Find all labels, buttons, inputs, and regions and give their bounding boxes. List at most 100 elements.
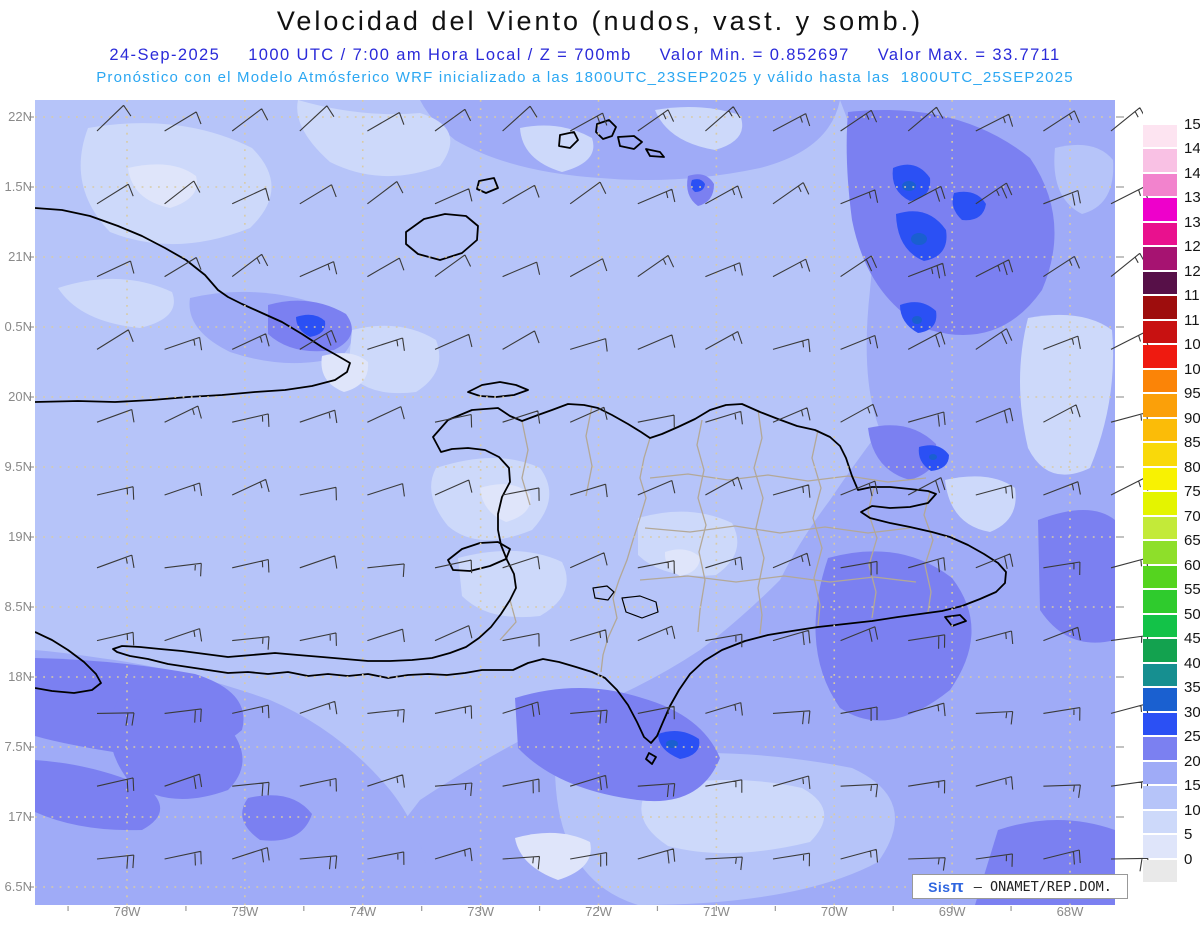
colorbar-label: 120 [1184, 262, 1200, 280]
colorbar-cell [1143, 418, 1177, 441]
forecast-valid-line: 24-Sep-2025 1000 UTC / 7:00 am Hora Local… [0, 46, 1170, 65]
colorbar-cell [1143, 737, 1177, 760]
lat-tick-label: 9.5N [4, 459, 32, 474]
lon-tick-label: 68W [1056, 904, 1084, 919]
lat-tick-label: 0.5N [4, 319, 32, 334]
lake-saumatre [592, 585, 615, 601]
colorbar-cell [1143, 173, 1177, 196]
colorbar-label: 115 [1184, 287, 1200, 304]
lat-tick-label: 7.5N [4, 739, 32, 754]
colorbar-cell [1143, 296, 1177, 319]
valid-date: 24-Sep-2025 [109, 46, 221, 64]
lon-tick-label: 73W [467, 904, 494, 919]
colorbar-label: 10 [1184, 801, 1200, 819]
fill-band-25-30 [296, 164, 986, 759]
colorbar-label: 80 [1184, 458, 1200, 476]
colorbar-label: 40 [1184, 654, 1200, 672]
valid-time-level: 1000 UTC / 7:00 am Hora Local / Z = 700m… [248, 46, 632, 64]
colorbar-cell [1143, 345, 1177, 368]
colorbar-cell [1143, 271, 1177, 294]
lon-tick-label: 74W [349, 904, 377, 919]
colorbar-label: 30 [1184, 703, 1200, 721]
coastlines [35, 119, 1007, 765]
sispi-logo: Sis [928, 878, 951, 895]
lat-tick-label: 6.5N [4, 879, 32, 894]
coastline-turks-caicos [558, 119, 665, 158]
colorbar-cell [1143, 712, 1177, 735]
province-borders [499, 405, 934, 673]
colorbar-cell [1143, 320, 1177, 343]
coastline-beata [645, 752, 657, 765]
fill-band-30-35 [666, 181, 937, 748]
colorbar-label: 70 [1184, 507, 1200, 525]
lat-tick-label: 22N [8, 109, 32, 124]
colorbar-label: 95 [1184, 385, 1200, 402]
colorbar-label: 60 [1184, 556, 1200, 574]
colorbar-label: 90 [1184, 409, 1200, 427]
value-max: Valor Max. = 33.7711 [877, 46, 1061, 64]
lat-tick-label: 8.5N [4, 599, 32, 614]
lat-tick-label: 19N [8, 529, 32, 544]
colorbar-cell [1143, 247, 1177, 270]
colorbar-label: 110 [1184, 311, 1200, 329]
colorbar-cell [1143, 443, 1177, 466]
lon-tick-label: 72W [585, 904, 612, 919]
coastline-cuba [35, 207, 351, 403]
coastline-jamaica [35, 631, 102, 694]
lon-tick-label: 76W [113, 904, 141, 919]
lon-tick-label: 69W [938, 904, 966, 919]
lat-tick-label: 21N [8, 249, 32, 264]
coastline-gonave [447, 541, 511, 572]
watermark-badge: Sis π – ONAMET/REP.DOM. [912, 874, 1128, 899]
colorbar-label: 45 [1184, 630, 1200, 647]
colorbar-cell [1143, 124, 1177, 147]
colorbar-cell [1143, 688, 1177, 711]
colorbar-cell [1143, 222, 1177, 245]
lake-enriquillo [621, 595, 659, 619]
wind-barbs [96, 104, 1149, 872]
pi-icon: π [950, 876, 964, 896]
colorbar-cell [1143, 859, 1177, 882]
watermark-text: – ONAMET/REP.DOM. [965, 878, 1112, 895]
colorbar-cell [1143, 639, 1177, 662]
colorbar-label: 135 [1184, 189, 1200, 206]
colorbar-cell [1143, 516, 1177, 539]
colorbar-label: 55 [1184, 581, 1200, 598]
colorbar-cell [1143, 541, 1177, 564]
colorbar-label: 5 [1184, 826, 1193, 843]
colorbar-label: 145 [1184, 140, 1200, 157]
model-init-line: Pronóstico con el Modelo Atmósferico WRF… [96, 69, 1074, 86]
lat-tick-label: 17N [8, 809, 32, 824]
colorbar-label: 140 [1184, 164, 1200, 182]
colorbar-cell [1143, 149, 1177, 172]
coastline-hispaniola [112, 403, 1007, 744]
colorbar-cell [1143, 614, 1177, 637]
colorbar-cell [1143, 590, 1177, 613]
axis-ticks [29, 116, 1124, 911]
colorbar-cell [1143, 100, 1177, 123]
colorbar-label: 50 [1184, 605, 1200, 623]
colorbar-cell [1143, 565, 1177, 588]
lon-tick-label: 75W [231, 904, 259, 919]
colorbar-label: 35 [1184, 679, 1200, 696]
colorbar-label: 130 [1184, 213, 1200, 231]
colorbar-label: 100 [1184, 360, 1200, 378]
colorbar-label: 75 [1184, 483, 1200, 500]
fill-band-20-25 [35, 109, 1115, 905]
colorbar-label: 0 [1184, 850, 1193, 868]
value-min: Valor Min. = 0.852697 [659, 46, 850, 64]
coastline-saona [944, 614, 967, 627]
colorbar-cell [1143, 761, 1177, 784]
colorbar-label: 105 [1184, 336, 1200, 353]
page-title: Velocidad del Viento (nudos, vast. y som… [276, 6, 924, 36]
coastline-great-inagua [405, 213, 479, 261]
shaded-wind-field [35, 100, 1115, 905]
latlon-gridlines [35, 100, 1115, 905]
colorbar-label: 65 [1184, 532, 1200, 549]
colorbar-label: 20 [1184, 752, 1200, 770]
lat-tick-label: 18N [8, 669, 32, 684]
colorbar-cell [1143, 810, 1177, 833]
colorbar-cell [1143, 835, 1177, 858]
lat-tick-label: 1.5N [4, 179, 32, 194]
